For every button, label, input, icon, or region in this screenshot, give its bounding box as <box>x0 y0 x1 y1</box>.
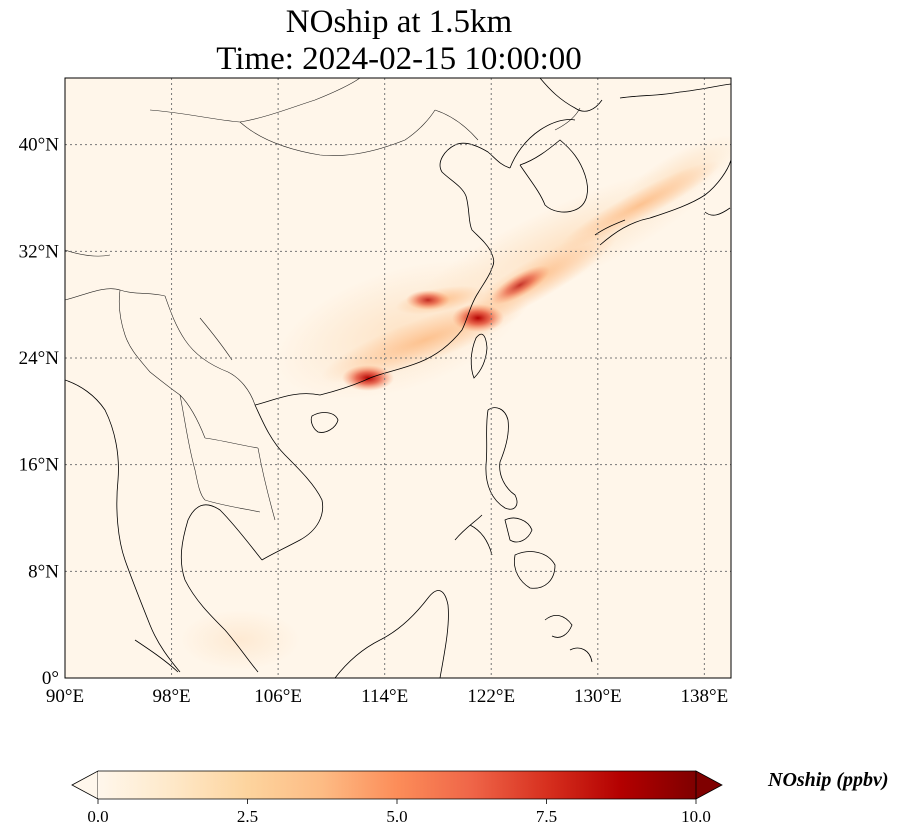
x-tick-label: 90°E <box>46 686 84 707</box>
gridlines <box>65 78 731 678</box>
y-tick-label: 0° <box>42 668 59 689</box>
colorbar-label: NOship (ppbv) <box>768 769 889 791</box>
map-frame <box>64 77 732 679</box>
x-tick-label: 130°E <box>574 686 622 707</box>
hotspot-pearl-river-delta <box>342 365 394 391</box>
x-tick-label: 122°E <box>467 686 515 707</box>
map-title: NOship at 1.5km <box>285 4 513 40</box>
y-tick-label: 32°N <box>19 241 60 262</box>
coastlines <box>65 78 731 678</box>
x-tick-label: 114°E <box>361 686 408 707</box>
x-tick-label: 106°E <box>254 686 302 707</box>
colorbar-gradient <box>98 771 696 799</box>
hotspot-taiwan-strait <box>452 304 504 332</box>
country-borders <box>65 78 581 521</box>
colorbar-ticks: 0.0 2.5 5.0 7.5 10.0 <box>87 799 711 826</box>
colorbar-tick-label: 7.5 <box>536 807 557 826</box>
y-tick-label: 8°N <box>28 561 59 582</box>
x-tick-label: 138°E <box>681 686 729 707</box>
y-tick-label: 16°N <box>19 455 60 476</box>
hotspot-east-china-inland <box>406 290 450 310</box>
colorbar-tick-label: 5.0 <box>386 807 407 826</box>
map-subtitle-time: Time: 2024-02-15 10:00:00 <box>216 41 582 77</box>
colorbar-tick-label: 10.0 <box>681 807 711 826</box>
y-tick-label: 24°N <box>19 348 60 369</box>
colorbar-extend-min <box>71 770 99 800</box>
y-axis-ticks: 0° 8°N 16°N 24°N 32°N 40°N <box>19 135 60 689</box>
x-axis-ticks: 90°E 98°E 106°E 114°E 122°E 130°E 138°E <box>46 686 728 707</box>
x-tick-label: 98°E <box>152 686 190 707</box>
colorbar: 0.0 2.5 5.0 7.5 10.0 <box>71 770 723 826</box>
concentration-field <box>180 135 731 670</box>
y-tick-label: 40°N <box>19 135 60 156</box>
colorbar-tick-label: 0.0 <box>87 807 108 826</box>
colorbar-extend-max <box>695 770 723 800</box>
hotspot-east-china-sea <box>490 265 550 305</box>
colorbar-tick-label: 2.5 <box>237 807 258 826</box>
